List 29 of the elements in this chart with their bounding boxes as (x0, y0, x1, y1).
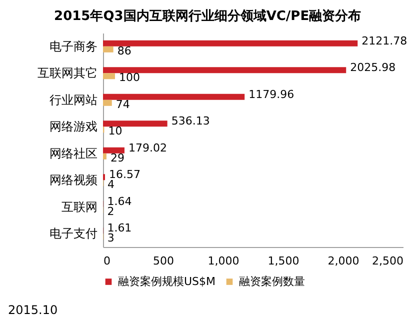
y-tick-label: 网络游戏 (50, 120, 98, 134)
data-label: 3 (107, 232, 114, 245)
y-tick-label: 网络视频 (50, 173, 98, 188)
data-label: 100 (119, 71, 140, 84)
chart-title: 2015年Q3国内互联网行业细分领域VC/PE融资分布 (54, 9, 362, 24)
data-label: 1179.96 (248, 88, 294, 101)
x-tick-label: 0 (104, 254, 110, 268)
x-tick-label: 500 (153, 254, 174, 268)
y-tick-label: 互联网 (62, 200, 98, 214)
legend-label: 融资案例规模US$M (118, 274, 216, 288)
data-label: 10 (108, 124, 122, 138)
data-label: 536.13 (171, 114, 210, 128)
data-label: 86 (117, 44, 132, 58)
y-tick-label: 互联网其它 (38, 66, 98, 80)
y-tick-label: 网络社区 (50, 146, 98, 160)
y-tick-label: 电子支付 (50, 226, 98, 241)
x-tick-label: 1,000 (208, 254, 240, 268)
x-tick-label: 2,500 (372, 254, 404, 268)
data-label: 29 (110, 151, 124, 164)
data-label: 179.02 (128, 141, 167, 154)
legend-label: 融资案例数量 (239, 274, 305, 288)
y-tick-label: 行业网站 (50, 92, 98, 107)
x-tick-label: 2,000 (328, 254, 360, 268)
data-label: 74 (116, 98, 130, 111)
data-label: 2025.98 (350, 61, 396, 74)
text: 2015.10 (8, 303, 58, 317)
x-tick-label: 1,500 (268, 254, 300, 268)
data-label: 2121.78 (362, 34, 408, 48)
y-tick-label: 电子商务 (50, 39, 98, 54)
